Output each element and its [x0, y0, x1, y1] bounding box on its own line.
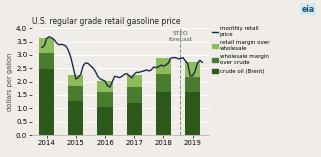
Text: U.S. regular grade retail gasoline price: U.S. regular grade retail gasoline price — [32, 17, 181, 26]
Text: eia: eia — [301, 5, 315, 14]
Bar — [98, 81, 113, 92]
Bar — [39, 69, 54, 135]
Bar — [127, 75, 142, 87]
Bar — [185, 92, 200, 135]
Bar — [39, 38, 54, 53]
Bar — [68, 86, 83, 101]
Bar — [185, 77, 200, 92]
Bar — [39, 53, 54, 69]
Text: STEO
forecast: STEO forecast — [169, 31, 193, 42]
Bar — [156, 58, 171, 74]
Bar — [185, 62, 200, 77]
Bar — [156, 92, 171, 135]
Bar — [127, 103, 142, 135]
Bar — [98, 107, 113, 135]
Bar — [98, 92, 113, 107]
Y-axis label: dollars per gallon: dollars per gallon — [7, 52, 13, 111]
Legend: monthly retail
price, retail margin over
wholesale, wholesale margin
over crude,: monthly retail price, retail margin over… — [212, 26, 269, 73]
Bar — [68, 101, 83, 135]
Bar — [156, 74, 171, 92]
Bar — [68, 75, 83, 86]
Bar — [127, 87, 142, 103]
